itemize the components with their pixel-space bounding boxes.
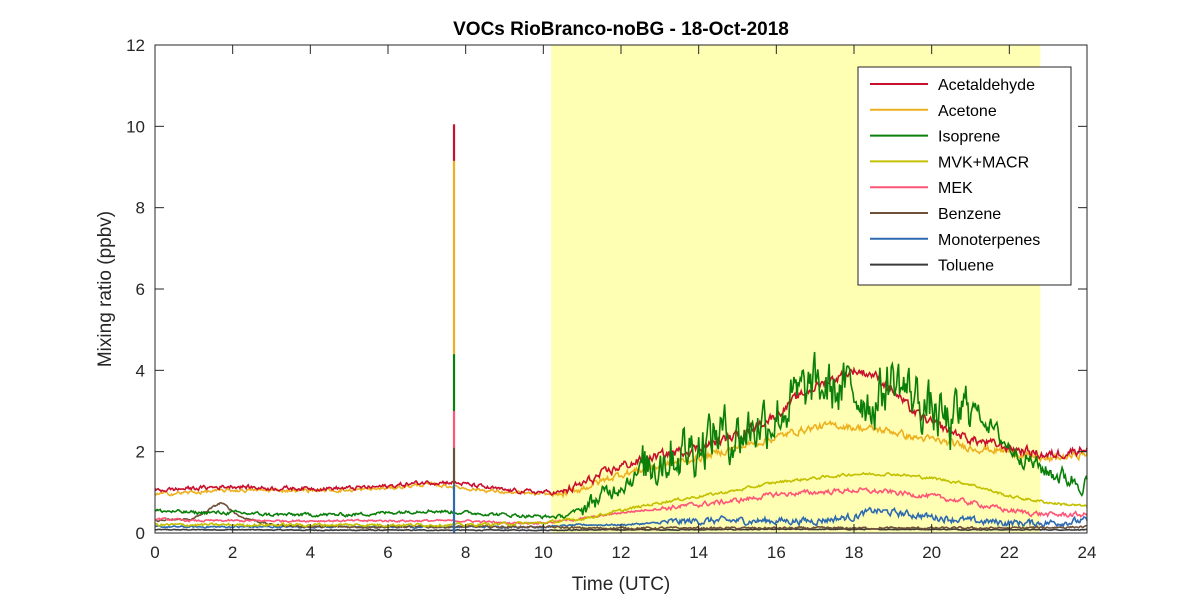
y-tick-label: 12: [126, 36, 145, 55]
y-tick-label: 6: [136, 280, 145, 299]
series-line-mek: [154, 486, 1088, 526]
x-tick-label: 16: [767, 543, 786, 562]
x-tick-label: 12: [612, 543, 631, 562]
legend-entry: MEK: [938, 180, 973, 197]
legend-entry: Isoprene: [938, 129, 1000, 146]
x-tick-label: 2: [228, 543, 237, 562]
y-tick-label: 10: [126, 117, 145, 136]
x-tick-label: 14: [689, 543, 708, 562]
x-tick-label: 18: [845, 543, 864, 562]
legend-entry: Toluene: [938, 258, 994, 275]
y-tick-label: 2: [136, 443, 145, 462]
legend-box: [857, 66, 1072, 286]
y-tick-label: 0: [136, 524, 145, 543]
legend: Acetaldehyde Acetone Isoprene MVK+MACR MEK Be…: [857, 66, 1072, 286]
x-tick-label: 22: [1000, 543, 1019, 562]
y-axis-ticks: 0 2 4 6 8 10 12: [126, 36, 1087, 543]
x-tick-label: 4: [306, 543, 315, 562]
x-tick-label: 8: [461, 543, 470, 562]
series-line-acetaldehyde: [154, 366, 1088, 496]
x-axis-ticks: 0 2 4 6 8 10 12 14 16 18 20 22 24: [150, 45, 1096, 562]
x-tick-label: 10: [534, 543, 553, 562]
legend-entry: MVK+MACR: [938, 154, 1029, 171]
x-axis-label: Time (UTC): [572, 574, 671, 595]
x-tick-label: 20: [922, 543, 941, 562]
legend-entry: Acetaldehyde: [938, 77, 1035, 94]
legend-entry: Monoterpenes: [938, 232, 1040, 249]
legend-entry: Benzene: [938, 206, 1001, 223]
chart-title: VOCs RioBranco-noBG - 18-Oct-2018: [453, 19, 789, 40]
legend-entry: Acetone: [938, 103, 997, 120]
y-tick-label: 8: [136, 199, 145, 218]
y-tick-label: 4: [136, 361, 145, 380]
x-tick-label: 24: [1078, 543, 1097, 562]
y-axis-label: Mixing ratio (ppbv): [95, 211, 116, 367]
x-tick-label: 0: [150, 543, 159, 562]
x-tick-label: 6: [383, 543, 392, 562]
series-line-isoprene: [154, 351, 1088, 520]
